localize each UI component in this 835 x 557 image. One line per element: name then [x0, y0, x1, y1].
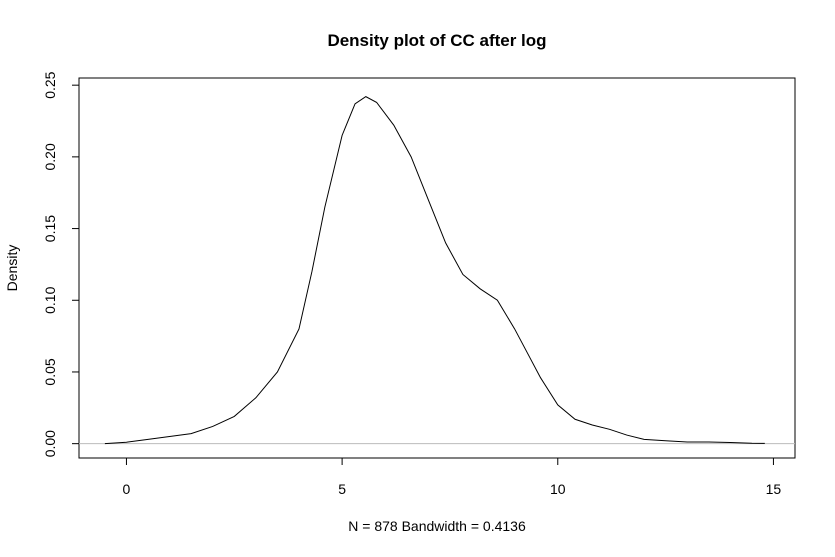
y-tick-label: 0.00: [42, 430, 58, 457]
y-tick-label: 0.10: [42, 286, 58, 313]
y-axis: 0.00 0.05 0.10 0.15 0.20 0.25: [42, 71, 79, 457]
plot-frame: [78, 77, 796, 459]
y-axis-label: Density: [4, 245, 20, 292]
x-tick-label: 0: [123, 481, 131, 497]
x-tick-label: 15: [766, 481, 782, 497]
x-tick-label: 10: [550, 481, 566, 497]
y-tick-label: 0.20: [42, 143, 58, 170]
y-tick-label: 0.05: [42, 358, 58, 385]
density-curve: [104, 96, 765, 445]
x-axis: 0 5 10 15: [123, 458, 782, 497]
y-tick-label: 0.25: [42, 71, 58, 98]
chart-title: Density plot of CC after log: [327, 31, 546, 50]
x-tick-label: 5: [338, 481, 346, 497]
x-axis-label: N = 878 Bandwidth = 0.4136: [348, 518, 526, 534]
y-tick-label: 0.15: [42, 215, 58, 242]
